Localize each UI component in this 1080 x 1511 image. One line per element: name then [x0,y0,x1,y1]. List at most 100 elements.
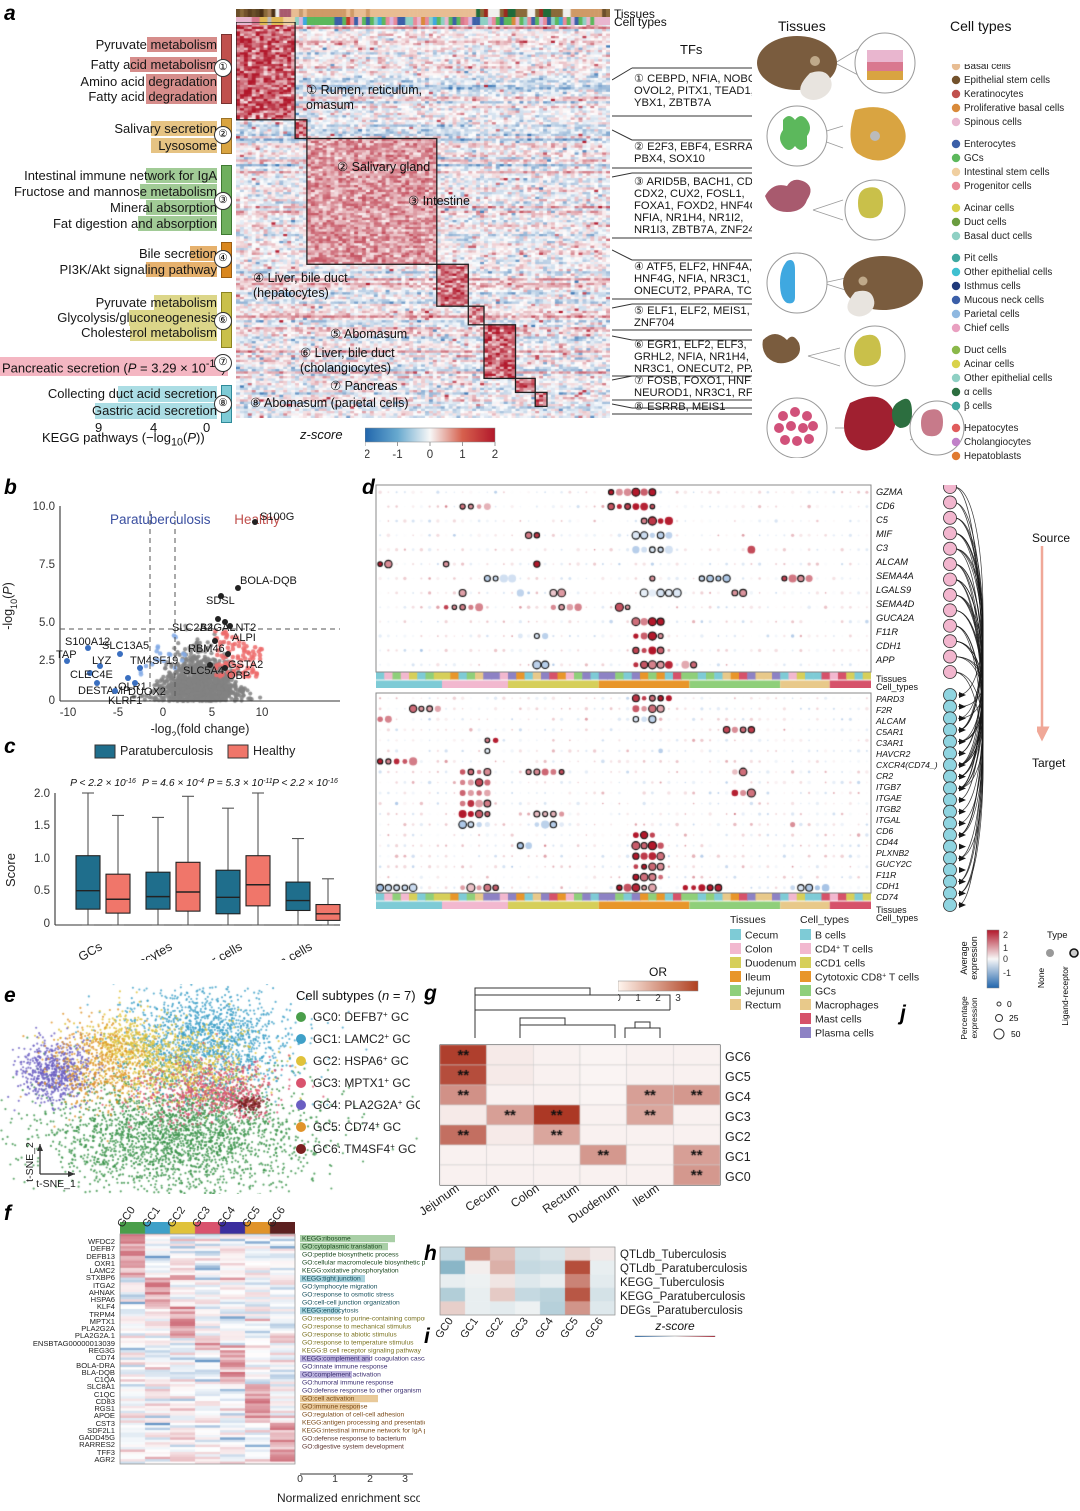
svg-text:Other epithelial cells: Other epithelial cells [964,267,1052,278]
svg-text:25: 25 [1009,1013,1019,1023]
svg-text:KEGG:intestinal immune network: KEGG:intestinal immune network for IgA p… [302,1428,425,1435]
svg-text:GO:humoral immune response: GO:humoral immune response [302,1380,394,1387]
svg-text:CD74: CD74 [876,892,898,902]
svg-text:GO:response to temperature sti: GO:response to temperature stimulus [302,1340,414,1347]
svg-text:ITGAL: ITGAL [876,815,901,825]
svg-text:Fatty acid degradation: Fatty acid degradation [88,89,217,104]
svg-text:Mucous neck cells: Mucous neck cells [964,295,1044,306]
svg-text:Proliferative basal cells: Proliferative basal cells [964,103,1064,114]
svg-text:Other epithelial cells: Other epithelial cells [964,373,1052,384]
svg-text:GC6: GC6 [583,1316,606,1337]
svg-text:Duct cells: Duct cells [964,345,1007,356]
svg-text:Plasma cells: Plasma cells [815,1028,874,1040]
svg-text:② E2F3, EBF4, ESRRA,: ② E2F3, EBF4, ESRRA, [634,141,752,153]
svg-text:C3AR1: C3AR1 [876,738,904,748]
svg-text:Mineral absorption: Mineral absorption [110,200,217,215]
svg-text:OVOL2, PITX1, TEAD1,: OVOL2, PITX1, TEAD1, [634,85,752,97]
svg-text:Acinar cells: Acinar cells [964,359,1014,370]
svg-text:GC2: GC2 [483,1316,506,1337]
svg-text:GC1: GC1 [725,1150,751,1164]
svg-text:Average: Average [959,941,969,974]
svg-text:-10: -10 [60,707,77,719]
svg-text:ITGB7: ITGB7 [876,782,902,792]
svg-text:SEMA4A: SEMA4A [876,571,914,581]
svg-text:1.5: 1.5 [34,820,50,832]
svg-text:None: None [1036,968,1046,989]
svg-text:GCs: GCs [964,153,984,164]
svg-text:GC6: GC6 [725,1050,751,1064]
svg-text:Cecum: Cecum [463,1181,502,1214]
svg-text:Intestinal immune network for: Intestinal immune network for IgA [24,168,217,183]
svg-text:ITGAE: ITGAE [876,793,902,803]
svg-text:DEGs_Paratuberculosis: DEGs_Paratuberculosis [620,1305,743,1317]
svg-text:F2R: F2R [876,705,892,715]
svg-text:SDSL: SDSL [206,595,235,607]
svg-text:④ ATF5, ELF2, HNF4A,: ④ ATF5, ELF2, HNF4A, [634,261,752,273]
svg-text:GC1: GC1 [140,1205,163,1230]
svg-text:GO:regulation of cell-cell adh: GO:regulation of cell-cell adhesion [302,1412,405,1419]
svg-text:Percentage: Percentage [959,996,969,1040]
svg-text:F11R: F11R [876,627,898,637]
svg-text:KEGG_Tuberculosis: KEGG_Tuberculosis [620,1277,725,1289]
svg-text:1: 1 [332,1473,338,1485]
svg-text:PI3K/Akt signaling pathway: PI3K/Akt signaling pathway [59,262,217,277]
svg-text:Pyruvate metabolism: Pyruvate metabolism [96,37,217,52]
svg-text:10: 10 [256,707,269,719]
svg-text:⑥ EGR1, ELF2, ELF3,: ⑥ EGR1, ELF2, ELF3, [634,339,747,351]
svg-text:CD4+ T cells: CD4+ T cells [815,944,873,956]
svg-text:APP: APP [875,655,895,665]
svg-text:GC3: GC3 [725,1110,751,1124]
svg-text:F11R: F11R [876,870,896,880]
svg-text:Cell_types: Cell_types [800,915,849,926]
svg-text:Intestinal stem cells: Intestinal stem cells [964,167,1050,178]
svg-text:Type: Type [1047,930,1068,941]
svg-text:Chief cells: Chief cells [964,323,1009,334]
svg-text:5: 5 [209,707,215,719]
svg-text:GC3: GC3 [190,1205,213,1230]
svg-text:GC5: GC5 [240,1205,263,1230]
svg-text:Bile secretion: Bile secretion [139,246,217,261]
svg-text:0: 0 [427,449,433,461]
svg-text:KEGG:endocytosis: KEGG:endocytosis [302,1308,359,1315]
svg-text:NEUROD1, NR3C1, RFX3: NEUROD1, NR3C1, RFX3 [634,387,752,399]
svg-text:7.5: 7.5 [39,559,55,571]
svg-text:Isthmus cells: Isthmus cells [964,281,1021,292]
svg-text:YBX1, ZBTB7A: YBX1, ZBTB7A [634,97,712,109]
svg-text:C5AR1: C5AR1 [876,727,904,737]
svg-text:Fatty acid metabolism: Fatty acid metabolism [91,57,217,72]
svg-text:Basal cells: Basal cells [964,64,1011,72]
svg-text:CDH1: CDH1 [876,641,901,651]
svg-text:5.0: 5.0 [39,617,55,629]
svg-text:Fructose and mannose metabolis: Fructose and mannose metabolism [14,184,217,199]
svg-text:Glycolysis/gluconeogenesis: Glycolysis/gluconeogenesis [57,310,217,325]
svg-text:ALCAM: ALCAM [875,716,906,726]
svg-text:KEGG:ribosome: KEGG:ribosome [302,1236,351,1243]
svg-text:Collecting duct acid secretion: Collecting duct acid secretion [48,386,217,401]
svg-text:GO:response to abiotic stimulu: GO:response to abiotic stimulus [302,1332,397,1339]
svg-text:Cholesterol metabolism: Cholesterol metabolism [81,325,217,340]
svg-text:-5: -5 [113,707,123,719]
svg-text:1.0: 1.0 [34,853,50,865]
svg-text:GO:digestive system developmen: GO:digestive system development [302,1444,404,1451]
svg-text:NR3C1, ONECUT2, PPARA: NR3C1, ONECUT2, PPARA [634,363,752,375]
svg-text:CLEC4E: CLEC4E [70,669,113,681]
svg-text:ALPI: ALPI [232,632,256,644]
svg-text:GUCY2C: GUCY2C [876,859,913,869]
svg-text:SEMA4D: SEMA4D [876,599,915,609]
svg-text:-2: -2 [365,449,370,461]
svg-text:Parietal cells: Parietal cells [964,309,1020,320]
svg-text:Salivary secretion: Salivary secretion [114,121,217,136]
svg-text:PARD3: PARD3 [876,694,904,704]
svg-text:CXCR4(CD74_): CXCR4(CD74_) [876,760,938,770]
svg-text:GO:defense response to other o: GO:defense response to other organism [302,1388,422,1395]
svg-text:GC3: GC3 [508,1316,531,1337]
svg-text:-1: -1 [1003,968,1011,978]
svg-text:① CEBPD, NFIA, NOBOX,: ① CEBPD, NFIA, NOBOX, [634,73,752,85]
svg-text:GO:cell-cell junction organiza: GO:cell-cell junction organization [302,1300,400,1307]
svg-text:Paratuberculosis: Paratuberculosis [120,744,213,758]
svg-text:GC0: GC0 [433,1316,456,1337]
svg-text:Gastric acid secretion: Gastric acid secretion [92,403,217,418]
svg-text:3: 3 [402,1473,408,1485]
svg-text:Paratuberculosis: Paratuberculosis [110,512,211,527]
svg-text:Jejunum: Jejunum [420,1181,462,1218]
